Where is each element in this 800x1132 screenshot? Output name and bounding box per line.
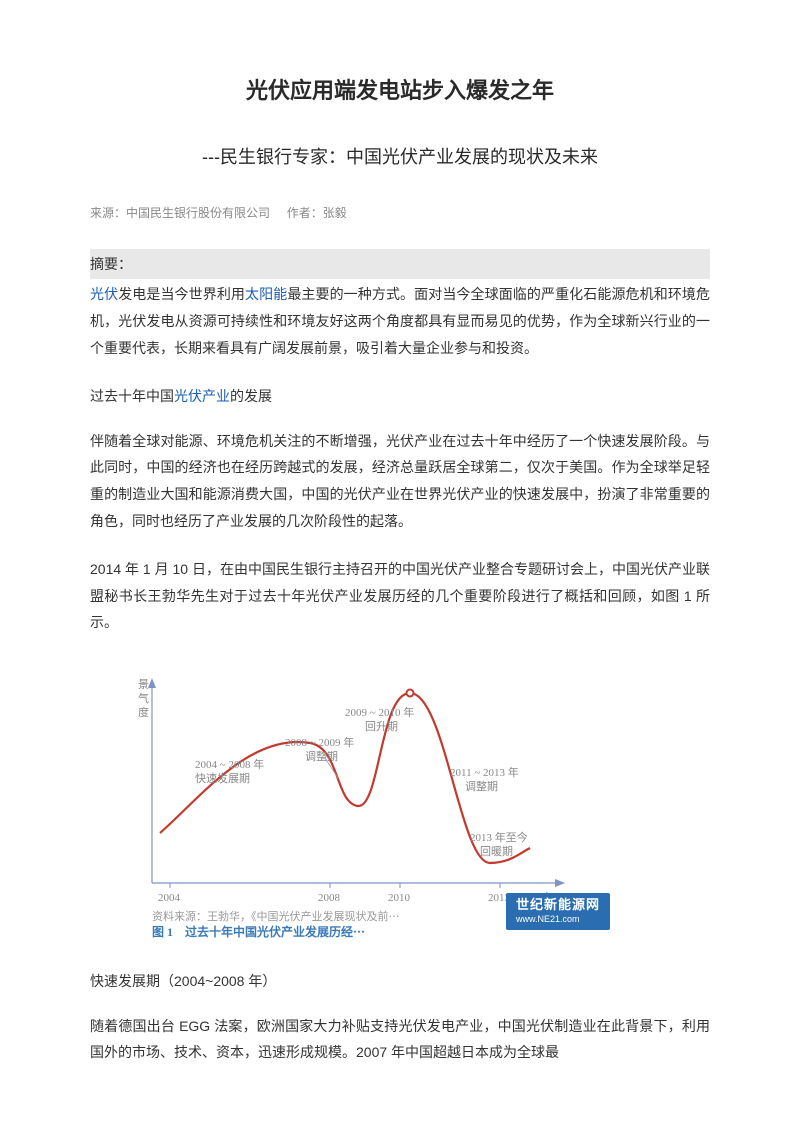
link-pv-industry[interactable]: 光伏产业 — [174, 388, 230, 404]
phase-1: 2004 ~ 2008 年 快速发展期 — [195, 757, 264, 785]
watermark-main: 世纪新能源网 — [516, 897, 600, 914]
section2-p1: 随着德国出台 EGG 法案，欧洲国家大力补贴支持光伏发电产业，中国光伏制造业在此… — [90, 1013, 710, 1066]
phase-4-l1: 2011 ~ 2013 年 — [450, 765, 519, 779]
xtick-2010: 2010 — [388, 892, 411, 904]
meta-row: 来源：中国民生银行股份有限公司 作者：张毅 — [90, 202, 710, 225]
y-axis-char1: 景 — [138, 678, 149, 691]
phase-2-l2: 调整期 — [305, 749, 338, 763]
phase-4-l2: 调整期 — [465, 779, 498, 793]
phase-5-l2: 回暖期 — [480, 845, 513, 858]
section1-heading: 过去十年中国光伏产业的发展 — [90, 383, 710, 410]
y-axis-arrow — [148, 678, 156, 688]
phase-5-l1: 2013 年至今 — [470, 830, 528, 844]
source-label: 来源： — [90, 206, 126, 220]
heading-pre: 过去十年中国 — [90, 388, 174, 404]
page-subtitle: ---民生银行专家：中国光伏产业发展的现状及未来 — [90, 140, 710, 174]
phase-2: 2008 ~ 2009 年 调整期 — [285, 735, 354, 778]
xtick-2008: 2008 — [318, 892, 341, 904]
section1-p2: 2014 年 1 月 10 日，在由中国民生银行主持召开的中国光伏产业整合专题研… — [90, 556, 710, 636]
xtick-2004: 2004 — [158, 892, 181, 904]
section1-p1: 伴随着全球对能源、环境危机关注的不断增强，光伏产业在过去十年中经历了一个快速发展… — [90, 428, 710, 534]
chart-caption: 图 1 过去十年中国光伏产业发展历经⋯ — [152, 924, 365, 938]
watermark-sub: www.NE21.com — [516, 914, 600, 926]
chart-source: 资料来源：王勃华，《中国光伏产业发展现状及前⋯ — [152, 909, 400, 923]
watermark: 世纪新能源网 www.NE21.com — [506, 893, 610, 930]
y-axis-char2: 气 — [138, 691, 149, 705]
abstract-label: 摘要： — [90, 256, 132, 272]
abstract-label-row: 摘要： — [90, 249, 710, 280]
link-solar[interactable]: 太阳能 — [245, 286, 287, 302]
peak-marker — [407, 689, 414, 696]
phase-3-l1: 2009 ~ 2010 年 — [345, 705, 414, 719]
phase-2-l1: 2008 ~ 2009 年 — [285, 735, 354, 749]
heading-post: 的发展 — [230, 388, 272, 404]
page-title: 光伏应用端发电站步入爆发之年 — [90, 70, 710, 112]
phase-1-l2: 快速发展期 — [195, 771, 250, 785]
x-axis-arrow — [555, 879, 565, 887]
section2-heading: 快速发展期（2004~2008 年） — [90, 968, 710, 995]
abstract-body: 光伏发电是当今世界利用太阳能最主要的一种方式。面对当今全球面临的严重化石能源危机… — [90, 281, 710, 361]
phase-3-l2: 回升期 — [365, 720, 398, 733]
author-value: 张毅 — [323, 206, 347, 220]
figure-1: 景 气 度 2004 2008 2010 2013 (年) 2004 ~ 200… — [90, 658, 710, 938]
source-value: 中国民生银行股份有限公司 — [126, 206, 270, 220]
abstract-seg1: 发电是当今世界利用 — [118, 286, 245, 302]
y-axis-char3: 度 — [138, 705, 149, 719]
phase-1-l1: 2004 ~ 2008 年 — [195, 757, 264, 771]
author-label: 作者： — [287, 206, 323, 220]
phase-4: 2011 ~ 2013 年 调整期 — [450, 765, 519, 793]
link-photovoltaic[interactable]: 光伏 — [90, 286, 118, 302]
phase-3: 2009 ~ 2010 年 回升期 — [345, 705, 414, 733]
